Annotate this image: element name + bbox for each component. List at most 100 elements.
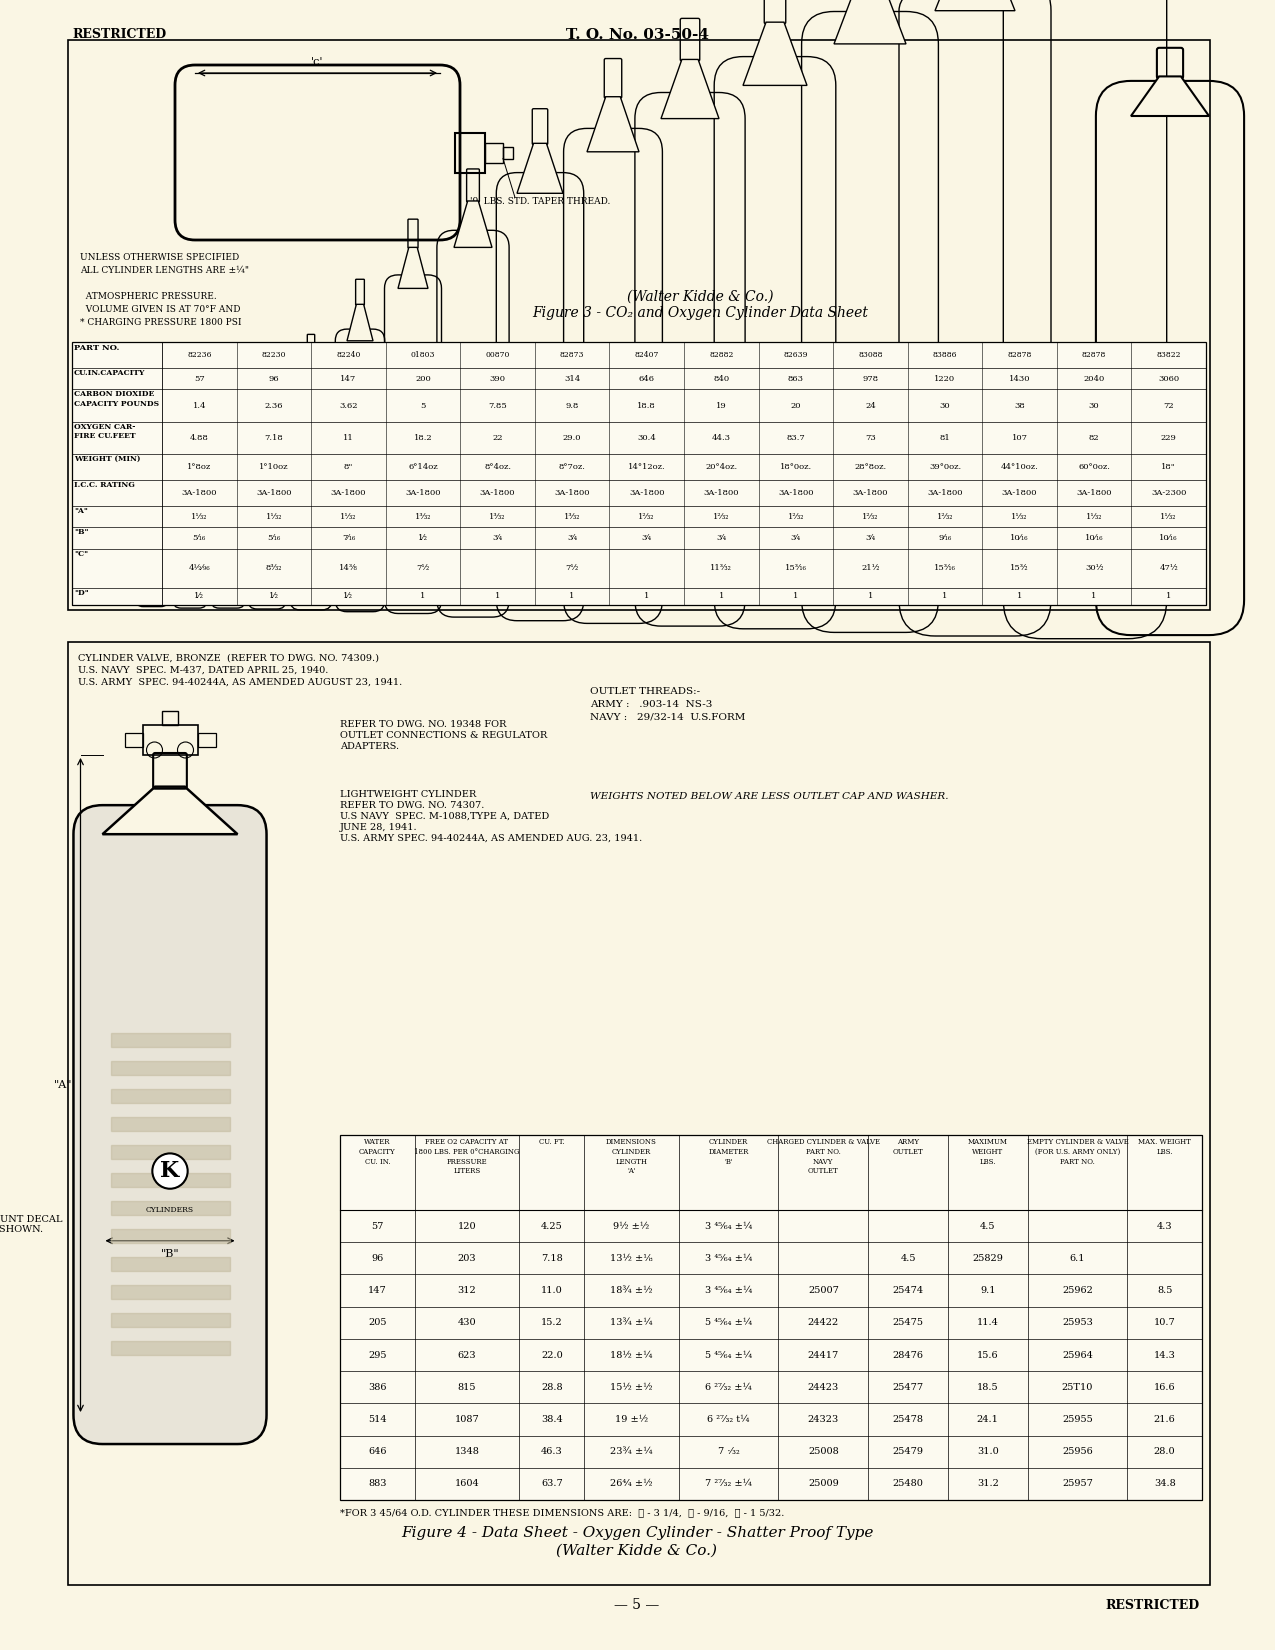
Text: U.S. ARMY SPEC. 94-40244A, AS AMENDED AUG. 23, 1941.: U.S. ARMY SPEC. 94-40244A, AS AMENDED AU… — [340, 833, 643, 843]
Text: 82882: 82882 — [709, 351, 733, 360]
Text: 8.5: 8.5 — [1156, 1285, 1172, 1295]
Text: 7 ²⁷⁄₃₂ ±¼: 7 ²⁷⁄₃₂ ±¼ — [705, 1480, 752, 1488]
Text: 1²⁄₃₂: 1²⁄₃₂ — [937, 513, 954, 521]
Text: 1²⁄₃₂: 1²⁄₃₂ — [788, 513, 805, 521]
Text: 28°8oz.: 28°8oz. — [854, 464, 886, 470]
Polygon shape — [111, 1201, 230, 1214]
Text: 815: 815 — [458, 1383, 477, 1391]
Text: OUTLET THREADS:-: OUTLET THREADS:- — [590, 686, 700, 696]
Text: 386: 386 — [368, 1383, 386, 1391]
Text: 1¹⁄₃₂: 1¹⁄₃₂ — [1160, 513, 1177, 521]
Text: 3A-1800: 3A-1800 — [704, 488, 740, 497]
Text: 18¾ ±½: 18¾ ±½ — [611, 1285, 653, 1295]
Text: U.S. NAVY  SPEC. M-437, DATED APRIL 25, 1940.: U.S. NAVY SPEC. M-437, DATED APRIL 25, 1… — [78, 667, 329, 675]
Text: 24: 24 — [864, 401, 876, 409]
Text: 25955: 25955 — [1062, 1416, 1093, 1424]
Text: 3A-1800: 3A-1800 — [778, 488, 813, 497]
Text: 314: 314 — [564, 375, 580, 383]
Text: (Walter Kidde & Co.): (Walter Kidde & Co.) — [627, 290, 773, 304]
Text: 978: 978 — [862, 375, 878, 383]
Text: 8": 8" — [344, 464, 353, 470]
Text: 1¹⁄₃₂: 1¹⁄₃₂ — [1011, 513, 1028, 521]
Text: 1604: 1604 — [455, 1480, 479, 1488]
Text: *FOR 3 45/64 O.D. CYLINDER THESE DIMENSIONS ARE:  ⒢ - 3 1/4,  ⒱ - 9/16,  ⒡ - 1 5: *FOR 3 45/64 O.D. CYLINDER THESE DIMENSI… — [340, 1508, 784, 1516]
Polygon shape — [111, 1313, 230, 1327]
Text: 24423: 24423 — [807, 1383, 839, 1391]
Text: 25009: 25009 — [808, 1480, 839, 1488]
Text: 15³⁄₂: 15³⁄₂ — [1010, 564, 1029, 573]
Text: 82639: 82639 — [784, 351, 808, 360]
Text: 82878: 82878 — [1082, 351, 1107, 360]
Polygon shape — [586, 97, 639, 152]
Text: 25474: 25474 — [892, 1285, 923, 1295]
Text: 3⁄₄: 3⁄₄ — [717, 535, 727, 543]
Text: 6°14oz: 6°14oz — [408, 464, 437, 470]
Text: 00870: 00870 — [486, 351, 510, 360]
Text: 3A-1800: 3A-1800 — [1076, 488, 1112, 497]
Text: ARMY :   .903-14  NS-3: ARMY : .903-14 NS-3 — [590, 700, 713, 710]
Text: 20°4oz.: 20°4oz. — [705, 464, 737, 470]
Text: 1°10oz: 1°10oz — [259, 464, 288, 470]
Text: 3A-1800: 3A-1800 — [181, 488, 217, 497]
Text: 38.4: 38.4 — [541, 1416, 562, 1424]
Text: 1³⁄₃₂: 1³⁄₃₂ — [414, 513, 431, 521]
Text: 29.0: 29.0 — [562, 434, 581, 442]
Text: 16.6: 16.6 — [1154, 1383, 1176, 1391]
Text: 3A-1800: 3A-1800 — [853, 488, 889, 497]
Polygon shape — [258, 403, 277, 427]
Text: "D": "D" — [74, 589, 89, 597]
Text: 623: 623 — [458, 1350, 477, 1360]
Text: 82: 82 — [1089, 434, 1099, 442]
Text: CYLINDERS: CYLINDERS — [145, 1206, 194, 1214]
Text: 1: 1 — [1017, 592, 1023, 601]
Polygon shape — [111, 1173, 230, 1186]
Text: 19 ±½: 19 ±½ — [615, 1416, 648, 1424]
Text: 13½ ±⅛: 13½ ±⅛ — [611, 1254, 653, 1262]
Text: 23¾ ±¼: 23¾ ±¼ — [611, 1447, 653, 1457]
Text: 83088: 83088 — [858, 351, 882, 360]
Text: 1²⁄₃₂: 1²⁄₃₂ — [862, 513, 878, 521]
Text: 3⁄₄: 3⁄₄ — [866, 535, 876, 543]
Text: 1³⁄₃₂: 1³⁄₃₂ — [490, 513, 506, 521]
Text: 25008: 25008 — [808, 1447, 839, 1457]
Text: 7.18: 7.18 — [541, 1254, 562, 1262]
Text: U.S NAVY  SPEC. M-1088,TYPE A, DATED: U.S NAVY SPEC. M-1088,TYPE A, DATED — [340, 812, 550, 822]
Polygon shape — [300, 356, 323, 388]
Text: 83.7: 83.7 — [787, 434, 806, 442]
Text: 8°7oz.: 8°7oz. — [558, 464, 585, 470]
Text: 72: 72 — [1163, 401, 1174, 409]
Text: 44.3: 44.3 — [711, 434, 731, 442]
Text: FREE O2 CAPACITY AT
1800 LBS. PER 0°CHARGING
PRESSURE
LITERS: FREE O2 CAPACITY AT 1800 LBS. PER 0°CHAR… — [414, 1138, 520, 1175]
Text: 9.8: 9.8 — [565, 401, 579, 409]
Text: OUTLET CONNECTIONS & REGULATOR: OUTLET CONNECTIONS & REGULATOR — [340, 731, 547, 739]
Text: 2040: 2040 — [1084, 375, 1104, 383]
Text: 883: 883 — [368, 1480, 386, 1488]
Text: Figure 4 - Data Sheet - Oxygen Cylinder - Shatter Proof Type: Figure 4 - Data Sheet - Oxygen Cylinder … — [400, 1526, 873, 1539]
Text: 13¾ ±¼: 13¾ ±¼ — [611, 1318, 653, 1327]
Text: 24323: 24323 — [807, 1416, 839, 1424]
Text: 4.25: 4.25 — [541, 1221, 562, 1231]
Text: CU. FT.: CU. FT. — [539, 1138, 565, 1147]
Text: 3 ⁴⁵⁄₆₄ ±¼: 3 ⁴⁵⁄₆₄ ±¼ — [705, 1221, 752, 1231]
Text: 46.3: 46.3 — [541, 1447, 562, 1457]
Text: 28476: 28476 — [892, 1350, 923, 1360]
Text: 82236: 82236 — [187, 351, 212, 360]
Text: 8³⁄₃₂: 8³⁄₃₂ — [265, 564, 282, 573]
Text: ADAPTERS.: ADAPTERS. — [340, 742, 399, 751]
Text: 96: 96 — [371, 1254, 384, 1262]
Text: 22: 22 — [492, 434, 502, 442]
Text: 83886: 83886 — [933, 351, 958, 360]
Text: 14°12oz.: 14°12oz. — [627, 464, 666, 470]
Text: DIMENSIONS
CYLINDER
LENGTH
'A': DIMENSIONS CYLINDER LENGTH 'A' — [606, 1138, 657, 1175]
Text: 11: 11 — [343, 434, 353, 442]
Text: 15³⁄₁₆: 15³⁄₁₆ — [785, 564, 807, 573]
Text: 25829: 25829 — [973, 1254, 1003, 1262]
Text: 25479: 25479 — [892, 1447, 923, 1457]
Text: 3A-1800: 3A-1800 — [555, 488, 590, 497]
Text: CYLINDER
DIAMETER
'B': CYLINDER DIAMETER 'B' — [709, 1138, 748, 1165]
Text: MAX. WEIGHT
LBS.: MAX. WEIGHT LBS. — [1139, 1138, 1191, 1155]
Text: 3A-2300: 3A-2300 — [1151, 488, 1187, 497]
Text: 4½⁄₉₆: 4½⁄₉₆ — [189, 564, 210, 573]
Text: 26⁴⁄₄ ±½: 26⁴⁄₄ ±½ — [611, 1480, 653, 1488]
Text: 1: 1 — [719, 592, 724, 601]
